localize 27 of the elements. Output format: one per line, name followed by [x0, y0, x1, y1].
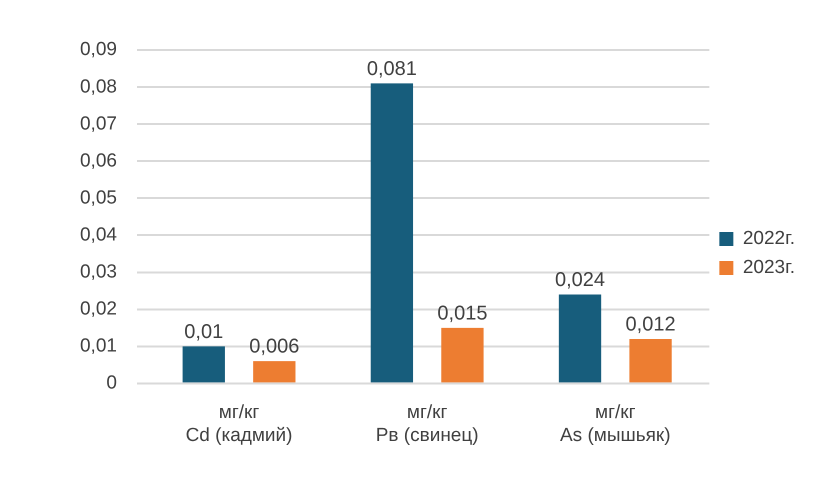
data-label: 0,012	[626, 313, 676, 336]
y-tick-label: 0,02	[80, 298, 117, 320]
bar	[253, 361, 296, 382]
data-label: 0,006	[249, 336, 300, 358]
bar	[182, 346, 225, 382]
data-label: 0,015	[437, 302, 488, 324]
bar	[558, 294, 602, 382]
x-tick-label: мг/кг Cd (кадмий)	[186, 402, 292, 446]
x-tick-label: мг/кг Pв (свинец)	[376, 402, 479, 446]
data-label: 0,081	[366, 58, 417, 80]
y-tick-label: 0,08	[80, 76, 117, 98]
y-tick-label: 0,05	[80, 187, 117, 208]
legend-label: 2022г.	[742, 228, 796, 250]
bar	[441, 328, 484, 382]
y-tick-label: 0,09	[80, 39, 117, 60]
y-tick-label: 0	[106, 372, 117, 394]
x-tick-label: мг/кг As (мышьяк)	[560, 402, 671, 446]
data-label: 0,01	[184, 320, 224, 343]
bar	[629, 338, 672, 382]
y-tick-label: 0,07	[80, 113, 117, 134]
legend-label: 2023г.	[742, 257, 796, 278]
data-label: 0,024	[554, 269, 606, 292]
y-tick-label: 0,03	[80, 262, 117, 282]
y-tick-label: 0,06	[80, 150, 117, 172]
y-tick-label: 0,04	[80, 224, 118, 246]
y-tick-label: 0,01	[80, 336, 117, 357]
bar	[370, 83, 414, 382]
